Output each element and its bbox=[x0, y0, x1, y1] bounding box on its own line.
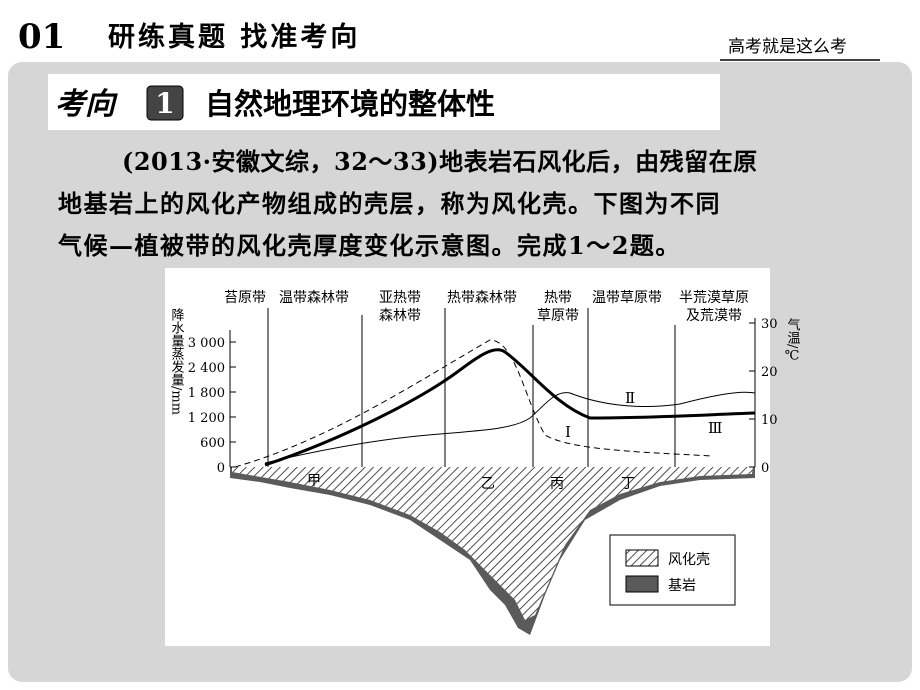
right-axis-label: 气温/℃ bbox=[785, 317, 801, 363]
curve-label: Ⅲ bbox=[708, 419, 722, 437]
place-label: 甲 bbox=[307, 473, 321, 489]
section-number: 01 bbox=[18, 17, 65, 57]
thick-curve bbox=[264, 348, 756, 467]
curve-label: Ⅰ bbox=[565, 423, 571, 441]
zone-label: 亚热带 bbox=[379, 290, 421, 306]
left-axis-label: 降水量蒸发量/mm bbox=[169, 308, 185, 415]
topic-prefix: 考向 bbox=[55, 87, 118, 122]
topic-number-badge bbox=[146, 85, 184, 121]
zone-label: 森林带 bbox=[379, 308, 421, 324]
zone-label: 草原带 bbox=[537, 308, 579, 324]
right-tick-label: 20 bbox=[761, 365, 778, 380]
header-tagline: 高考就是这么考 bbox=[728, 37, 847, 57]
right-tick-label: 30 bbox=[761, 317, 778, 332]
zone-label: 热带 bbox=[544, 290, 572, 306]
question-line: 地基岩上的风化产物组成的壳层，称为风化壳。下图为不同 bbox=[58, 189, 721, 218]
left-tick-label: 2 400 bbox=[188, 361, 225, 376]
question-line: (2013·安徽文综，32～33)地表岩石风化后，由残留在原 bbox=[122, 147, 758, 176]
legend-label: 基岩 bbox=[668, 577, 696, 594]
zone-dividers bbox=[267, 308, 676, 467]
weathering-crust bbox=[232, 467, 753, 620]
zone-label: 温带草原带 bbox=[592, 290, 662, 306]
curve-label: Ⅱ bbox=[625, 389, 635, 407]
left-tick-label: 600 bbox=[200, 436, 225, 451]
zone-label: 热带森林带 bbox=[447, 290, 517, 306]
zone-label: 半荒漠草原 bbox=[679, 290, 749, 306]
header-title: 研练真题 找准考向 bbox=[108, 21, 360, 53]
topic-number: 1 bbox=[155, 87, 174, 120]
left-tick-label: 3 000 bbox=[188, 336, 225, 351]
zone-label: 苔原带 bbox=[224, 289, 266, 306]
legend-label: 风化壳 bbox=[668, 551, 710, 568]
left-tick-label: 1 200 bbox=[188, 411, 225, 426]
legend-swatch-crust bbox=[625, 549, 659, 567]
right-tick-label: 10 bbox=[761, 413, 778, 428]
zone-label: 及荒漠带 bbox=[686, 308, 742, 324]
place-label: 乙 bbox=[481, 476, 495, 492]
zone-label: 温带森林带 bbox=[279, 290, 349, 306]
left-tick-label: 0 bbox=[217, 461, 225, 476]
left-tick-label: 1 800 bbox=[188, 386, 225, 401]
legend-swatch-bedrock bbox=[625, 575, 659, 593]
place-label: 丙 bbox=[550, 476, 564, 492]
thin-curve bbox=[264, 391, 756, 464]
dashed-curve bbox=[234, 339, 713, 468]
right-tick-label: 0 bbox=[761, 461, 769, 476]
legend-box bbox=[609, 534, 736, 606]
question-line: 气候—植被带的风化壳厚度变化示意图。完成1～2题。 bbox=[57, 231, 681, 260]
place-label: 丁 bbox=[621, 476, 635, 492]
topic-title: 自然地理环境的整体性 bbox=[205, 87, 495, 121]
